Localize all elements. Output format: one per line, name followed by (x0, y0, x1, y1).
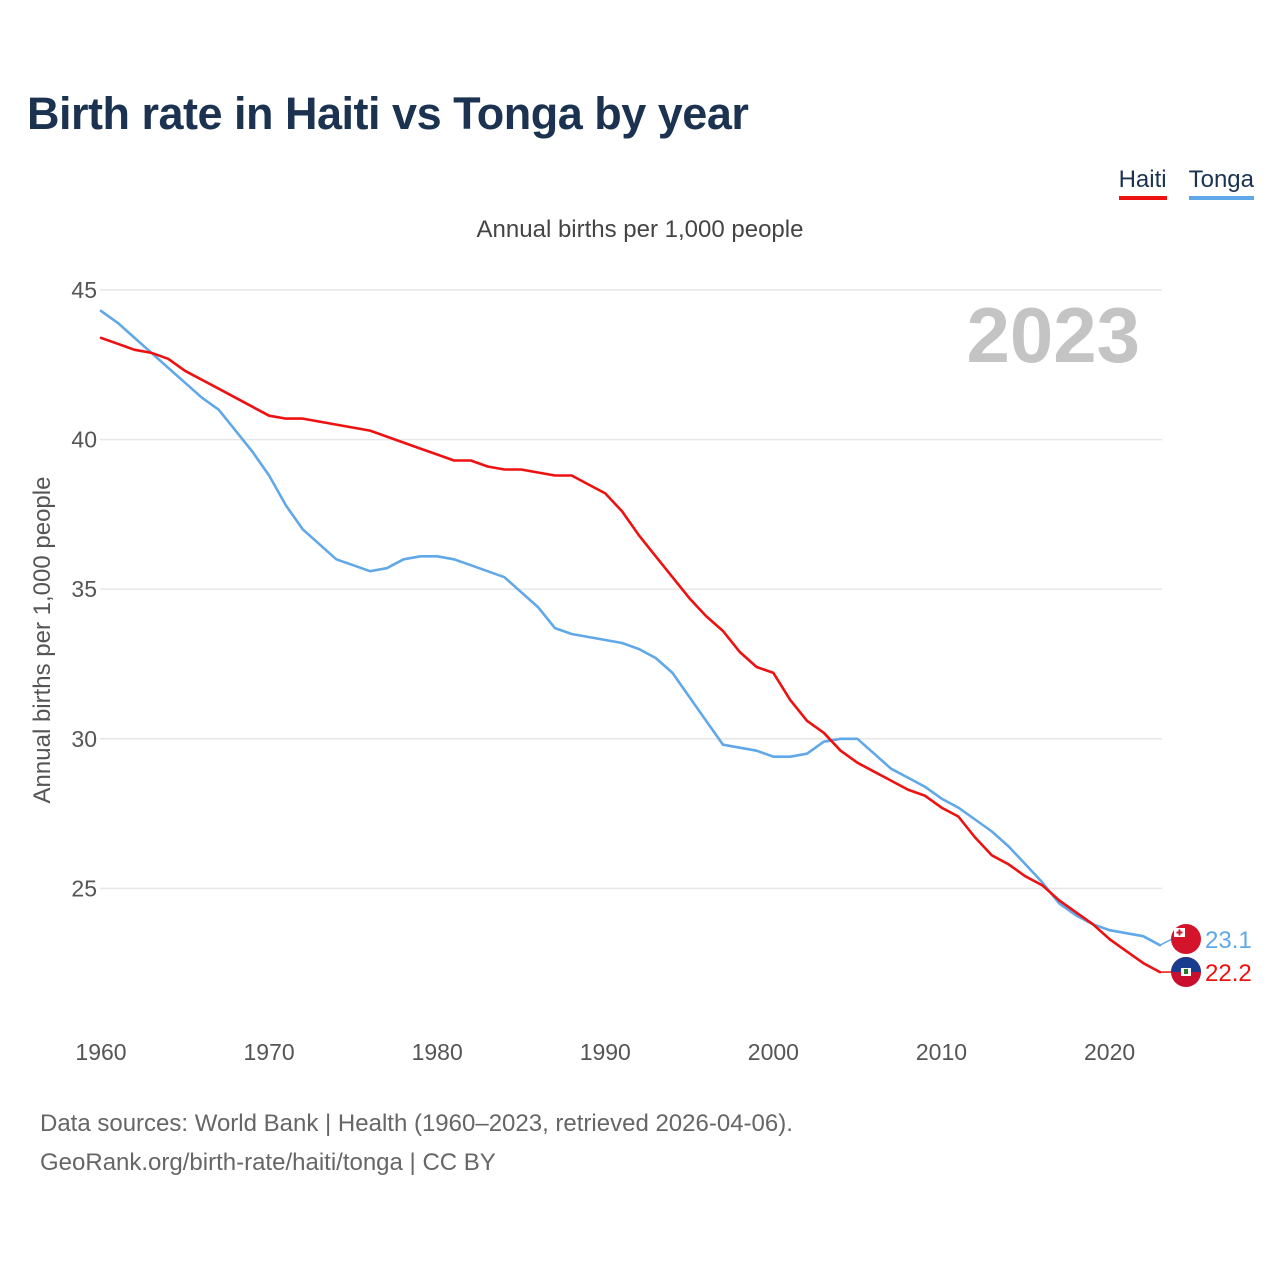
x-tick-label: 2010 (916, 1039, 967, 1065)
end-value-label-haiti: 22.2 (1205, 960, 1252, 987)
y-tick-label: 25 (71, 875, 97, 901)
footer-link[interactable]: GeoRank.org/birth-rate/haiti/tonga | CC … (40, 1149, 496, 1176)
gridlines (100, 289, 1162, 890)
x-tick-label: 1990 (580, 1039, 631, 1065)
tonga-flag-icon (1171, 924, 1201, 954)
x-axis-ticks: 1960 1970 1980 1990 2000 2010 2020 (75, 1039, 1135, 1065)
end-connector-tonga (1159, 938, 1173, 946)
year-watermark: 2023 (966, 291, 1140, 379)
y-tick-label: 45 (71, 277, 97, 303)
y-tick-label: 30 (71, 726, 97, 752)
y-tick-label: 35 (71, 576, 97, 602)
y-axis-label: Annual births per 1,000 people (29, 477, 56, 804)
haiti-flag-icon (1171, 957, 1201, 987)
y-axis-ticks: 25 30 35 40 45 (71, 277, 97, 901)
x-tick-label: 2020 (1084, 1039, 1135, 1065)
end-markers: 22.2 23.1 (1159, 924, 1252, 987)
footer-sources: Data sources: World Bank | Health (1960–… (40, 1110, 793, 1137)
legend-item-tonga[interactable]: Tonga (1188, 166, 1254, 200)
series-line-tonga[interactable] (99, 309, 1162, 947)
end-value-label-tonga: 23.1 (1205, 927, 1252, 954)
x-tick-label: 1970 (244, 1039, 295, 1065)
legend-item-haiti[interactable]: Haiti (1118, 166, 1167, 200)
x-tick-label: 1980 (412, 1039, 463, 1065)
footer: Data sources: World Bank | Health (1960–… (40, 1104, 793, 1182)
y-tick-label: 40 (71, 427, 97, 453)
series-line-haiti[interactable] (99, 336, 1162, 974)
chart-title: Birth rate in Haiti vs Tonga by year (27, 88, 749, 139)
x-tick-label: 1960 (75, 1039, 126, 1065)
series-lines (99, 309, 1162, 974)
chart-subtitle: Annual births per 1,000 people (476, 216, 804, 243)
legend: Haiti Tonga (1118, 166, 1254, 200)
x-tick-label: 2000 (748, 1039, 799, 1065)
